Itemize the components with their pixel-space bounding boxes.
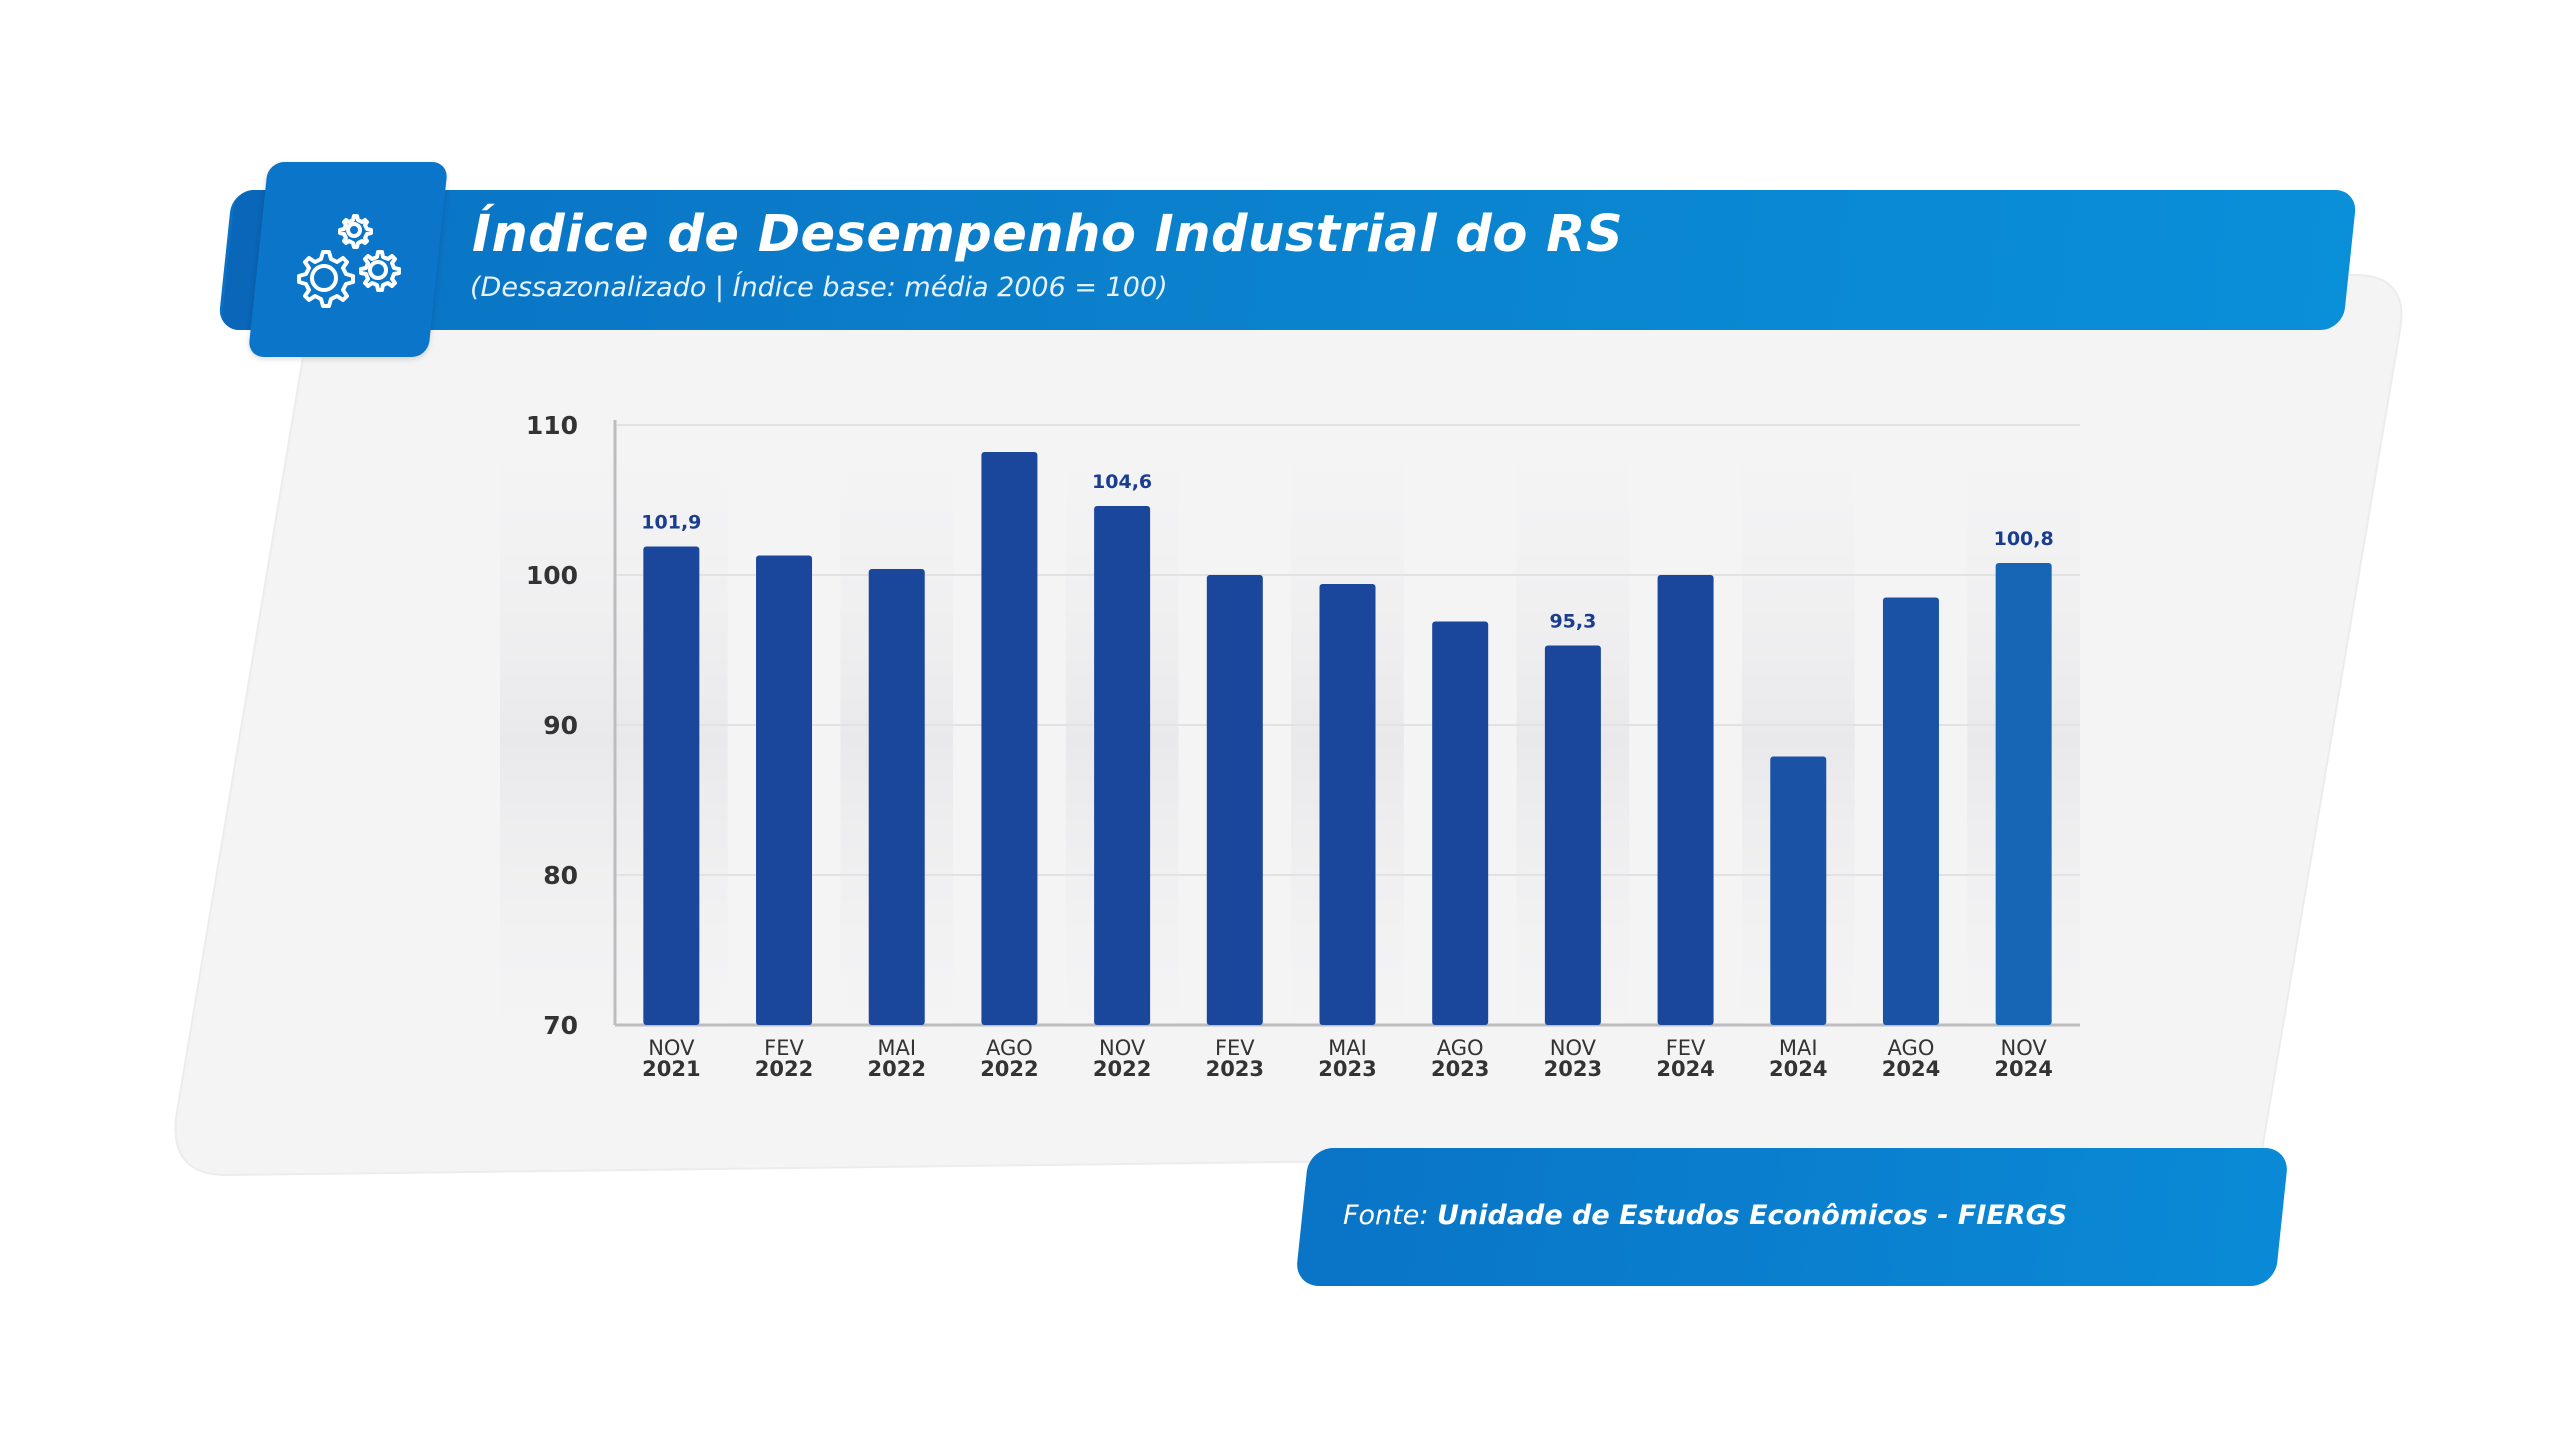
x-tick-label-year: 2023 [1206,1057,1264,1081]
bar [756,555,813,1025]
x-tick-label-month: FEV [1666,1036,1706,1060]
y-tick-label: 90 [543,711,578,740]
chart-title: Índice de Desempenho Industrial do RS [472,205,1624,264]
x-tick-label-month: MAI [1328,1036,1367,1060]
x-tick-label-year: 2022 [1093,1057,1151,1081]
gears-icon [297,214,401,308]
y-tick-label: 70 [543,1011,578,1040]
x-tick-label-month: MAI [1779,1036,1818,1060]
x-tick-label-month: FEV [1215,1036,1255,1060]
x-tick-label-month: NOV [2001,1036,2048,1060]
bar [1206,575,1263,1025]
bar [1432,621,1489,1025]
bar [1544,645,1601,1025]
axis-shade [500,380,615,1100]
bar [1995,563,2052,1025]
data-label: 101,9 [641,512,701,534]
x-tick-label-month: NOV [648,1036,695,1060]
source-name: Unidade de Estudos Econômicos - FIERGS [1437,1200,2068,1231]
x-tick-label-month: AGO [1888,1036,1935,1060]
bar [1882,597,1939,1025]
y-tick-label: 80 [543,861,578,890]
source-prefix: Fonte: [1343,1200,1438,1231]
data-label: 104,6 [1092,471,1152,493]
y-tick-label: 100 [526,561,578,590]
bar [643,546,700,1025]
x-tick-label-year: 2022 [868,1057,926,1081]
x-tick-label-year: 2023 [1431,1057,1489,1081]
x-tick-label-month: AGO [1437,1036,1484,1060]
x-tick-label-year: 2024 [1994,1057,2052,1081]
data-label: 95,3 [1549,611,1596,633]
x-tick-label-month: FEV [764,1036,804,1060]
bar [1094,506,1151,1025]
x-tick-label-year: 2022 [980,1057,1038,1081]
bar [1319,584,1376,1025]
bar [981,452,1038,1025]
x-tick-label-year: 2024 [1882,1057,1940,1081]
bar [1770,756,1827,1025]
bar [868,569,925,1025]
chart-subtitle: (Dessazonalizado | Índice base: média 20… [470,272,1168,303]
x-tick-label-year: 2023 [1318,1057,1376,1081]
x-tick-label-month: NOV [1550,1036,1597,1060]
x-tick-label-month: MAI [877,1036,916,1060]
x-tick-label-year: 2024 [1656,1057,1714,1081]
x-tick-label-year: 2023 [1544,1057,1602,1081]
x-tick-label-month: NOV [1099,1036,1146,1060]
x-tick-label-year: 2021 [642,1057,700,1081]
x-tick-label-year: 2024 [1769,1057,1827,1081]
bar [1657,575,1714,1025]
source-note: Fonte: Unidade de Estudos Econômicos - F… [1343,1200,2067,1231]
x-tick-label-year: 2022 [755,1057,813,1081]
y-tick-label: 110 [526,411,578,440]
data-label: 100,8 [1994,528,2054,550]
x-tick-label-month: AGO [986,1036,1033,1060]
